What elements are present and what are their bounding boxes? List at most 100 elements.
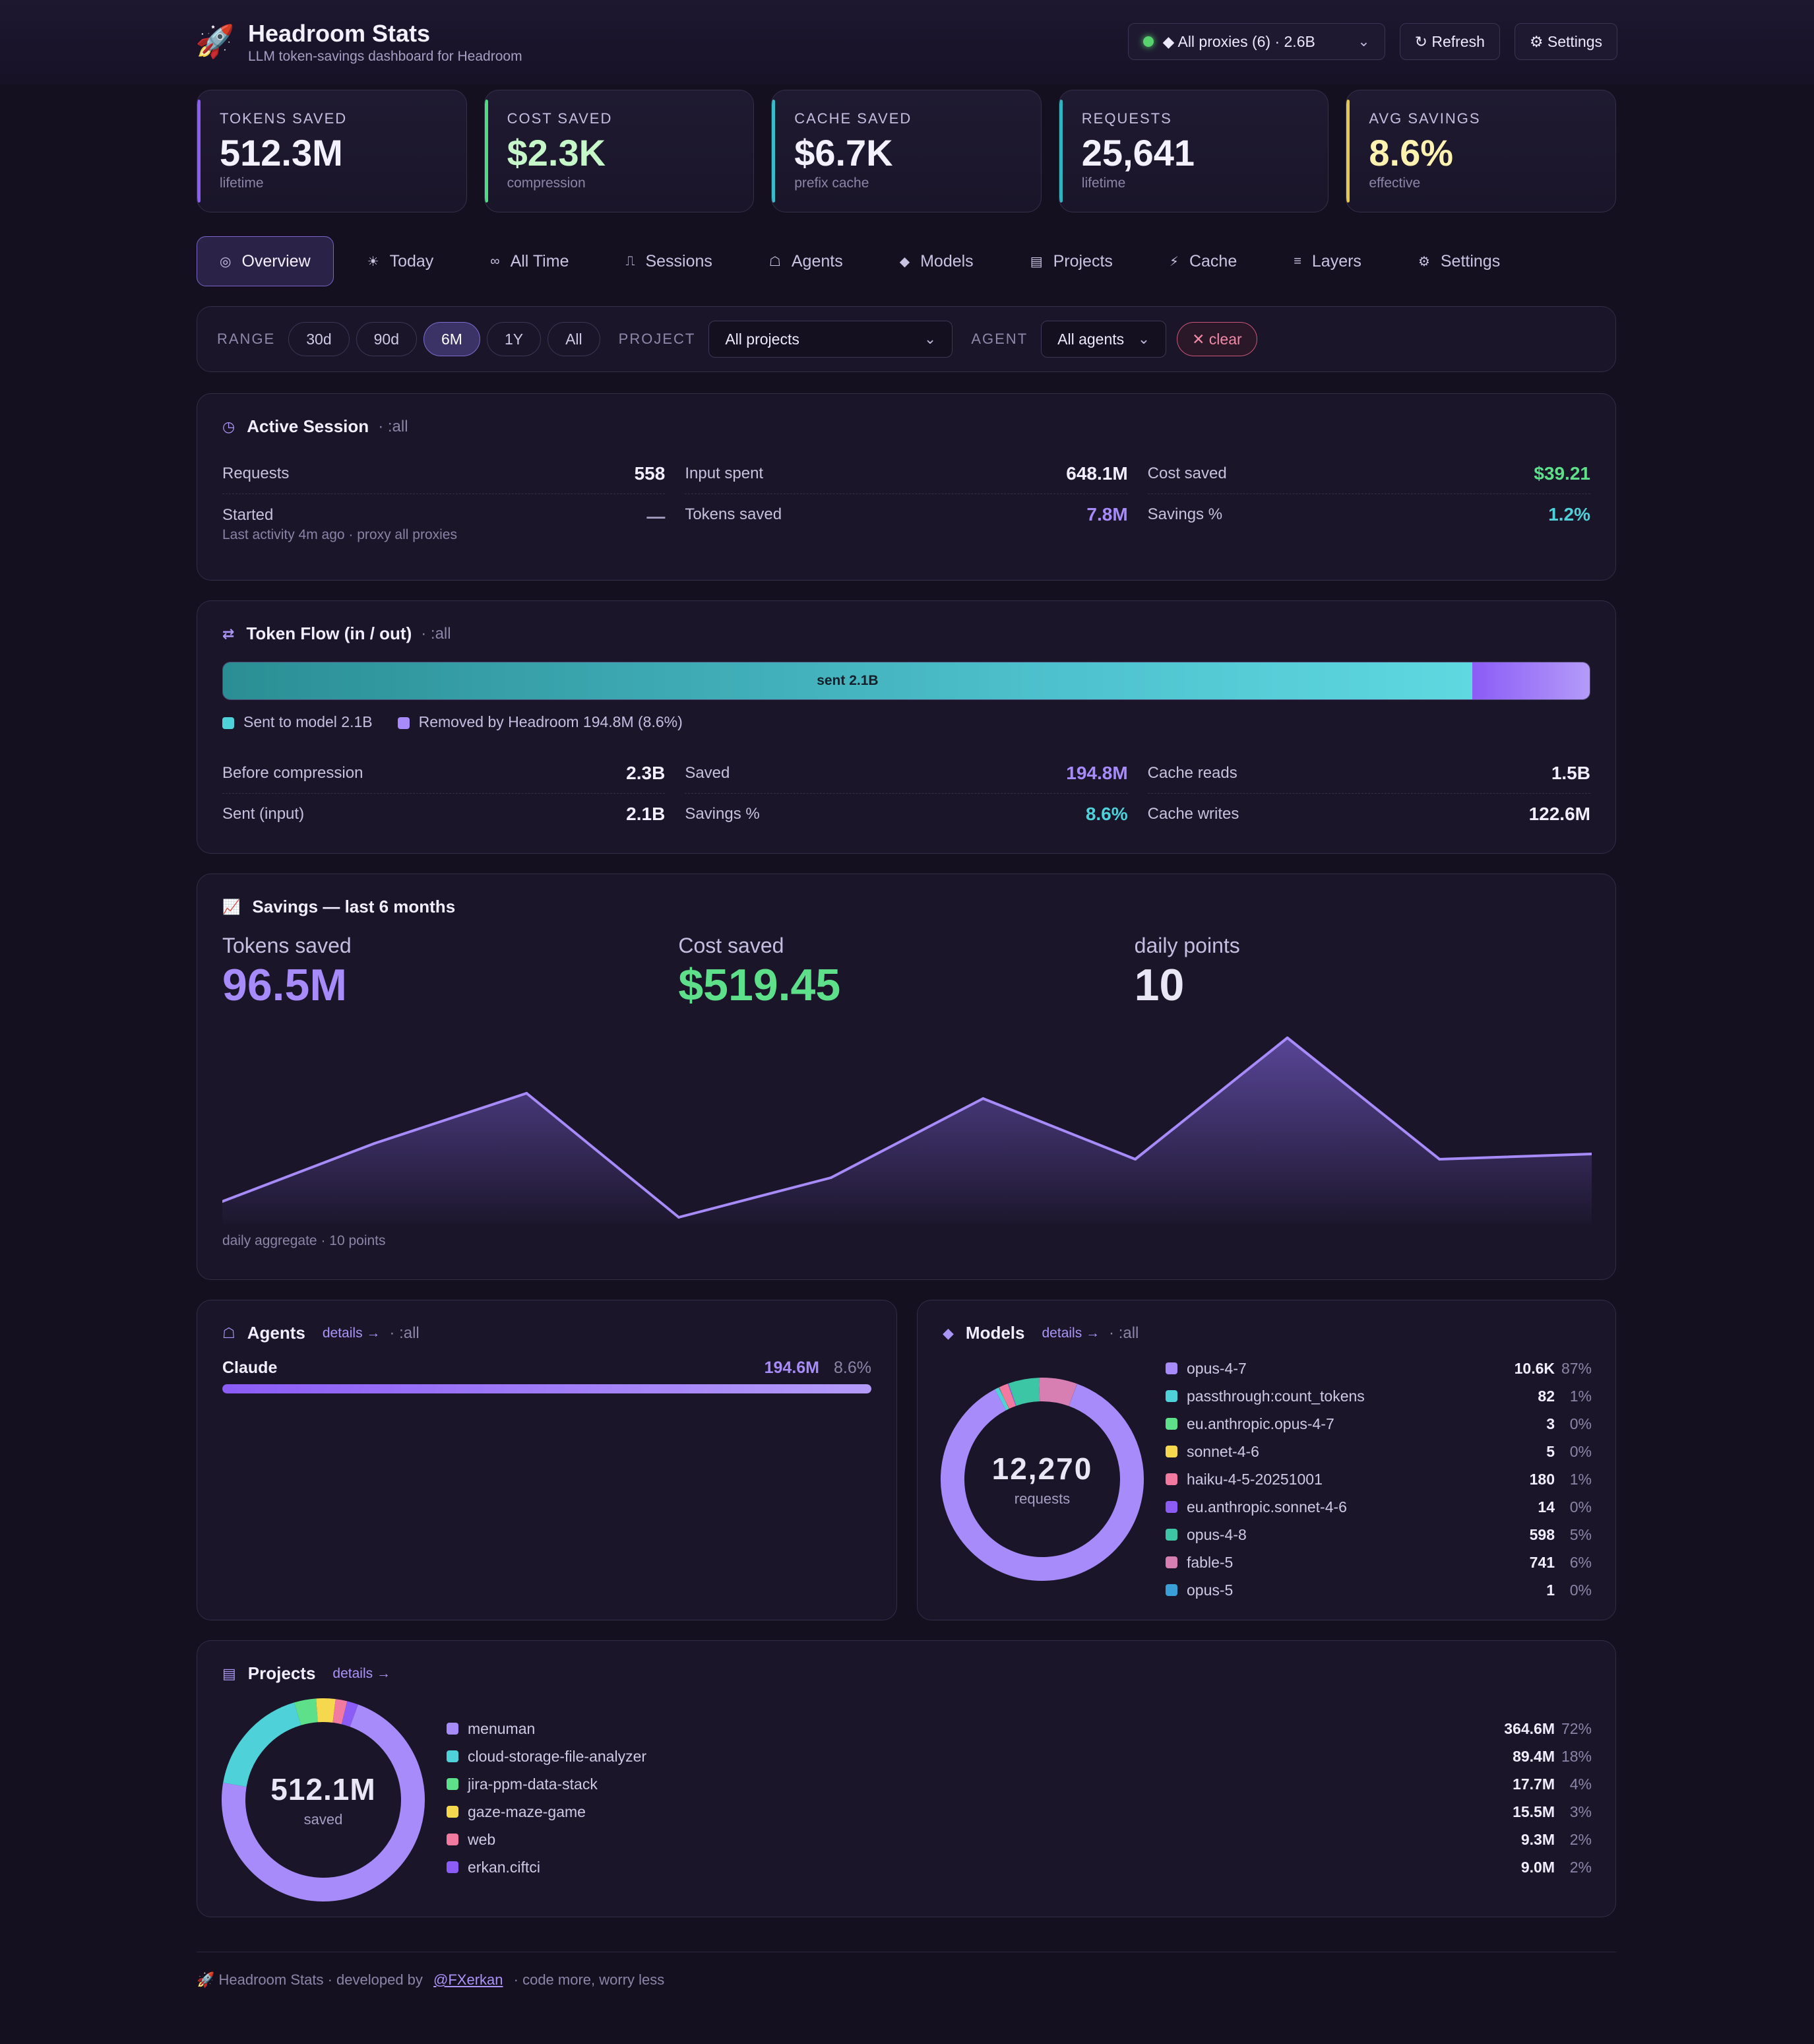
models-legend-pct: 1% xyxy=(1569,1470,1592,1488)
models-legend-name: opus-4-7 xyxy=(1187,1359,1247,1377)
savings-point xyxy=(222,1200,224,1203)
footer-author-link[interactable]: @FXerkan xyxy=(433,1971,503,1988)
brand: 🚀 Headroom Stats LLM token-savings dashb… xyxy=(195,20,522,65)
refresh-button[interactable]: ↻ Refresh xyxy=(1399,23,1500,60)
models-legend-row[interactable]: haiku-4-5-20251001 180 1% xyxy=(1166,1465,1592,1493)
app-title: Headroom Stats xyxy=(248,20,431,47)
range-pill-30d[interactable]: 30d xyxy=(288,322,350,356)
kpi-value: 25,641 xyxy=(1081,132,1195,174)
models-legend-row[interactable]: fable-5 741 6% xyxy=(1166,1549,1592,1576)
agents-details-link[interactable]: details → xyxy=(322,1325,381,1341)
tab-settings[interactable]: ⚙ Settings xyxy=(1395,236,1523,286)
projects-details-link[interactable]: details → xyxy=(332,1665,391,1681)
proxy-select[interactable]: ◆ All proxies (6) · 2.6B ⌄ xyxy=(1127,23,1385,60)
projects-legend-swatch xyxy=(447,1750,458,1762)
models-slice[interactable] xyxy=(1008,1378,1040,1406)
flow-before-value: 2.3B xyxy=(626,762,666,783)
models-legend-row[interactable]: passthrough:count_tokens 82 1% xyxy=(1166,1382,1592,1410)
range-pill-all[interactable]: All xyxy=(547,322,600,356)
models-legend-row[interactable]: opus-4-8 598 5% xyxy=(1166,1521,1592,1549)
project-select-value: All projects xyxy=(725,330,799,348)
projects-slice[interactable] xyxy=(223,1702,301,1787)
projects-donut-chart xyxy=(222,1698,425,1901)
flow-before-label: Before compression xyxy=(222,763,363,782)
agent-row[interactable]: Claude 194.6M 8.6% xyxy=(222,1358,871,1393)
session-input-label: Input spent xyxy=(685,464,764,482)
kpi-label: TOKENS SAVED xyxy=(220,110,348,127)
models-legend-row[interactable]: opus-5 1 0% xyxy=(1166,1576,1592,1604)
projects-slice[interactable] xyxy=(222,1704,425,1901)
models-legend-row[interactable]: eu.anthropic.opus-4-7 3 0% xyxy=(1166,1410,1592,1438)
models-donut-chart xyxy=(941,1378,1144,1581)
models-total-label: requests xyxy=(1014,1490,1071,1507)
tab-layers[interactable]: ≡ Layers xyxy=(1270,236,1385,286)
projects-slice[interactable] xyxy=(316,1698,336,1723)
projects-legend-row[interactable]: erkan.ciftci 9.0M 2% xyxy=(447,1853,1592,1881)
models-slice[interactable] xyxy=(995,1387,1009,1411)
models-slice[interactable] xyxy=(941,1384,1144,1581)
projects-legend-pct: 2% xyxy=(1569,1830,1592,1848)
kpi-label: CACHE SAVED xyxy=(794,110,912,127)
range-pill-6m[interactable]: 6M xyxy=(423,322,480,356)
projects-legend-value: 17.7M xyxy=(1513,1775,1555,1793)
tab-cache[interactable]: ⚡ Cache xyxy=(1146,236,1260,286)
projects-legend-row[interactable]: menuman 364.6M 72% xyxy=(447,1715,1592,1742)
session-col-2: Input spent 648.1M Tokens saved 7.8M xyxy=(685,453,1128,547)
project-select[interactable]: All projects ⌄ xyxy=(708,321,953,358)
active-session-header: ◷ Active Session · :all xyxy=(222,416,408,437)
savings-point xyxy=(1438,1158,1441,1161)
projects-legend-name: jira-ppm-data-stack xyxy=(468,1775,598,1793)
projects-legend-row[interactable]: cloud-storage-file-analyzer 89.4M 18% xyxy=(447,1742,1592,1770)
kpi-card: TOKENS SAVED 512.3M lifetime xyxy=(197,90,467,212)
tab-models[interactable]: ◆ Models xyxy=(877,236,997,286)
active-session-panel: ◷ Active Session · :all Requests 558 Sta… xyxy=(197,393,1616,581)
token-flow-bar: sent 2.1B xyxy=(222,662,1590,700)
models-slice[interactable] xyxy=(999,1384,1016,1409)
token-flow-stats: Before compression 2.3B Sent (input) 2.1… xyxy=(222,753,1590,835)
projects-slice[interactable] xyxy=(341,1701,358,1727)
tab-agents[interactable]: ☖ Agents xyxy=(746,236,866,286)
agent-select[interactable]: All agents ⌄ xyxy=(1041,321,1167,358)
tab-overview[interactable]: ◎ Overview xyxy=(197,236,334,286)
clear-filters-button[interactable]: ✕ clear xyxy=(1177,322,1257,356)
projects-slice[interactable] xyxy=(294,1698,319,1726)
flow-sent-row: Sent (input) 2.1B xyxy=(222,794,665,835)
session-cost-label: Cost saved xyxy=(1147,464,1227,482)
models-details-link[interactable]: details → xyxy=(1042,1325,1100,1341)
session-tokens-row: Tokens saved 7.8M xyxy=(685,494,1127,535)
tab-projects[interactable]: ▤ Projects xyxy=(1007,236,1136,286)
tab-today[interactable]: ☀ Today xyxy=(344,236,457,286)
projects-legend-row[interactable]: jira-ppm-data-stack 17.7M 4% xyxy=(447,1770,1592,1798)
arrows-swap-icon: ⇄ xyxy=(222,625,235,642)
range-pill-90d[interactable]: 90d xyxy=(356,322,417,356)
projects-legend-row[interactable]: gaze-maze-game 15.5M 3% xyxy=(447,1798,1592,1826)
models-legend-name: sonnet-4-6 xyxy=(1187,1442,1259,1460)
kpi-sub: compression xyxy=(507,176,586,191)
models-legend-row[interactable]: opus-4-7 10.6K 87% xyxy=(1166,1355,1592,1382)
range-pill-1y[interactable]: 1Y xyxy=(486,322,542,356)
models-legend-pct: 0% xyxy=(1569,1498,1592,1516)
settings-button[interactable]: ⚙ Settings xyxy=(1514,23,1617,60)
models-slice[interactable] xyxy=(1039,1378,1077,1407)
projects-legend: menuman 364.6M 72% cloud-storage-file-analy… xyxy=(447,1715,1592,1881)
savings-points-value: 10 xyxy=(1134,960,1185,1010)
projects-legend-swatch xyxy=(447,1723,458,1735)
models-legend-swatch xyxy=(1166,1418,1177,1430)
models-legend-row[interactable]: sonnet-4-6 5 0% xyxy=(1166,1438,1592,1465)
flow-saved-value: 194.8M xyxy=(1066,762,1128,783)
savings-point xyxy=(829,1176,832,1179)
kpi-value: 8.6% xyxy=(1369,132,1454,174)
agent-row-header: Claude 194.6M 8.6% xyxy=(222,1358,871,1378)
session-started-text: Started xyxy=(222,506,274,524)
projects-slice[interactable] xyxy=(332,1699,348,1725)
projects-legend-name: gaze-maze-game xyxy=(468,1803,586,1820)
flow-writes-row: Cache writes 122.6M xyxy=(1148,794,1590,835)
kpi-cards: TOKENS SAVED 512.3M lifetime COST SAVED $2.3… xyxy=(197,90,1616,212)
robot-icon: ☖ xyxy=(222,1324,235,1341)
projects-legend-row[interactable]: web 9.3M 2% xyxy=(447,1826,1592,1853)
tab-all-time[interactable]: ∞ All Time xyxy=(467,236,592,286)
tab-sessions[interactable]: ⎍ Sessions xyxy=(602,236,735,286)
models-legend-value: 598 xyxy=(1529,1525,1555,1543)
models-legend-swatch xyxy=(1166,1362,1177,1374)
models-legend-row[interactable]: eu.anthropic.sonnet-4-6 14 0% xyxy=(1166,1493,1592,1521)
